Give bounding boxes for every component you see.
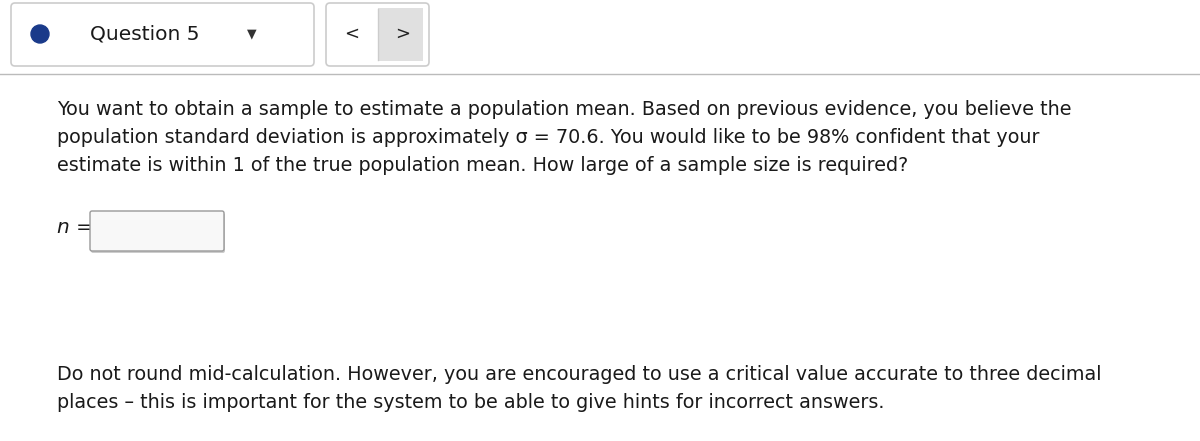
Text: ▼: ▼ [247, 27, 257, 41]
Circle shape [31, 25, 49, 43]
Text: >: > [396, 25, 410, 43]
FancyBboxPatch shape [326, 3, 430, 66]
Text: population standard deviation is approximately σ = 70.6. You would like to be 98: population standard deviation is approxi… [58, 128, 1039, 147]
FancyBboxPatch shape [91, 213, 226, 253]
Text: n =: n = [58, 218, 94, 237]
FancyBboxPatch shape [11, 3, 314, 66]
Text: Do not round mid-calculation. However, you are encouraged to use a critical valu: Do not round mid-calculation. However, y… [58, 365, 1102, 384]
FancyBboxPatch shape [90, 211, 224, 251]
Text: You want to obtain a sample to estimate a population mean. Based on previous evi: You want to obtain a sample to estimate … [58, 100, 1072, 119]
Text: <: < [344, 25, 360, 43]
Text: places – this is important for the system to be able to give hints for incorrect: places – this is important for the syste… [58, 393, 884, 412]
Bar [378, 8, 424, 61]
Text: Question 5: Question 5 [90, 25, 199, 44]
Text: estimate is within 1 of the true population mean. How large of a sample size is : estimate is within 1 of the true populat… [58, 156, 908, 175]
